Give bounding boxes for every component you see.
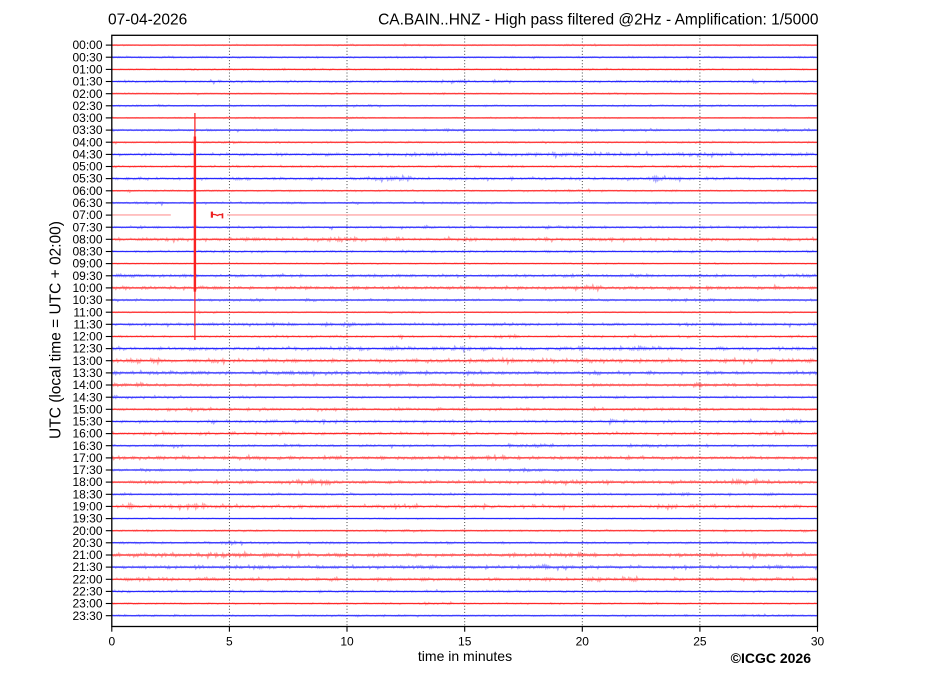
svg-text:20:00: 20:00	[72, 524, 102, 538]
svg-text:12:30: 12:30	[72, 342, 102, 356]
svg-text:18:30: 18:30	[72, 487, 102, 501]
svg-text:23:00: 23:00	[72, 597, 102, 611]
svg-text:04:30: 04:30	[72, 148, 102, 162]
svg-text:21:00: 21:00	[72, 548, 102, 562]
svg-text:13:00: 13:00	[72, 354, 102, 368]
svg-text:01:00: 01:00	[72, 63, 102, 77]
svg-text:16:30: 16:30	[72, 439, 102, 453]
svg-text:30: 30	[811, 634, 825, 648]
svg-text:17:30: 17:30	[72, 463, 102, 477]
svg-text:0: 0	[108, 634, 115, 648]
svg-text:10:30: 10:30	[72, 293, 102, 307]
svg-text:16:00: 16:00	[72, 427, 102, 441]
svg-text:15:00: 15:00	[72, 402, 102, 416]
svg-text:18:00: 18:00	[72, 475, 102, 489]
svg-text:10:00: 10:00	[72, 281, 102, 295]
svg-text:05:30: 05:30	[72, 172, 102, 186]
svg-text:04:00: 04:00	[72, 135, 102, 149]
svg-text:UTC (local time = UTC + 02:00): UTC (local time = UTC + 02:00)	[48, 221, 65, 439]
svg-text:14:00: 14:00	[72, 378, 102, 392]
svg-text:15:30: 15:30	[72, 415, 102, 429]
svg-text:CA.BAIN..HNZ - High pass filte: CA.BAIN..HNZ - High pass filtered @2Hz -…	[378, 12, 819, 29]
svg-text:19:30: 19:30	[72, 512, 102, 526]
svg-text:03:30: 03:30	[72, 123, 102, 137]
svg-text:25: 25	[693, 634, 707, 648]
svg-text:07:30: 07:30	[72, 220, 102, 234]
svg-text:01:30: 01:30	[72, 75, 102, 89]
svg-text:06:30: 06:30	[72, 196, 102, 210]
svg-text:5: 5	[226, 634, 233, 648]
svg-text:09:30: 09:30	[72, 269, 102, 283]
svg-text:06:00: 06:00	[72, 184, 102, 198]
svg-text:20:30: 20:30	[72, 536, 102, 550]
svg-text:12:00: 12:00	[72, 330, 102, 344]
svg-text:07-04-2026: 07-04-2026	[108, 12, 187, 29]
svg-text:03:00: 03:00	[72, 111, 102, 125]
svg-text:©ICGC 2026: ©ICGC 2026	[731, 650, 812, 666]
svg-text:23:30: 23:30	[72, 609, 102, 623]
svg-text:17:00: 17:00	[72, 451, 102, 465]
svg-text:02:00: 02:00	[72, 87, 102, 101]
svg-text:09:00: 09:00	[72, 257, 102, 271]
svg-text:19:00: 19:00	[72, 500, 102, 514]
svg-text:00:00: 00:00	[72, 38, 102, 52]
svg-text:11:00: 11:00	[73, 305, 102, 319]
svg-text:08:30: 08:30	[72, 245, 102, 259]
svg-text:07:00: 07:00	[72, 208, 102, 222]
svg-text:14:30: 14:30	[72, 390, 102, 404]
svg-text:21:30: 21:30	[72, 560, 102, 574]
svg-text:13:30: 13:30	[72, 366, 102, 380]
svg-text:22:00: 22:00	[72, 572, 102, 586]
svg-text:05:00: 05:00	[72, 160, 102, 174]
svg-text:20: 20	[576, 634, 590, 648]
svg-text:22:30: 22:30	[72, 585, 102, 599]
svg-text:02:30: 02:30	[72, 99, 102, 113]
svg-text:10: 10	[340, 634, 354, 648]
svg-text:08:00: 08:00	[72, 232, 102, 246]
svg-text:11:30: 11:30	[73, 317, 102, 331]
svg-text:00:30: 00:30	[72, 50, 102, 64]
svg-text:15: 15	[458, 634, 472, 648]
svg-text:time in minutes: time in minutes	[418, 648, 512, 664]
